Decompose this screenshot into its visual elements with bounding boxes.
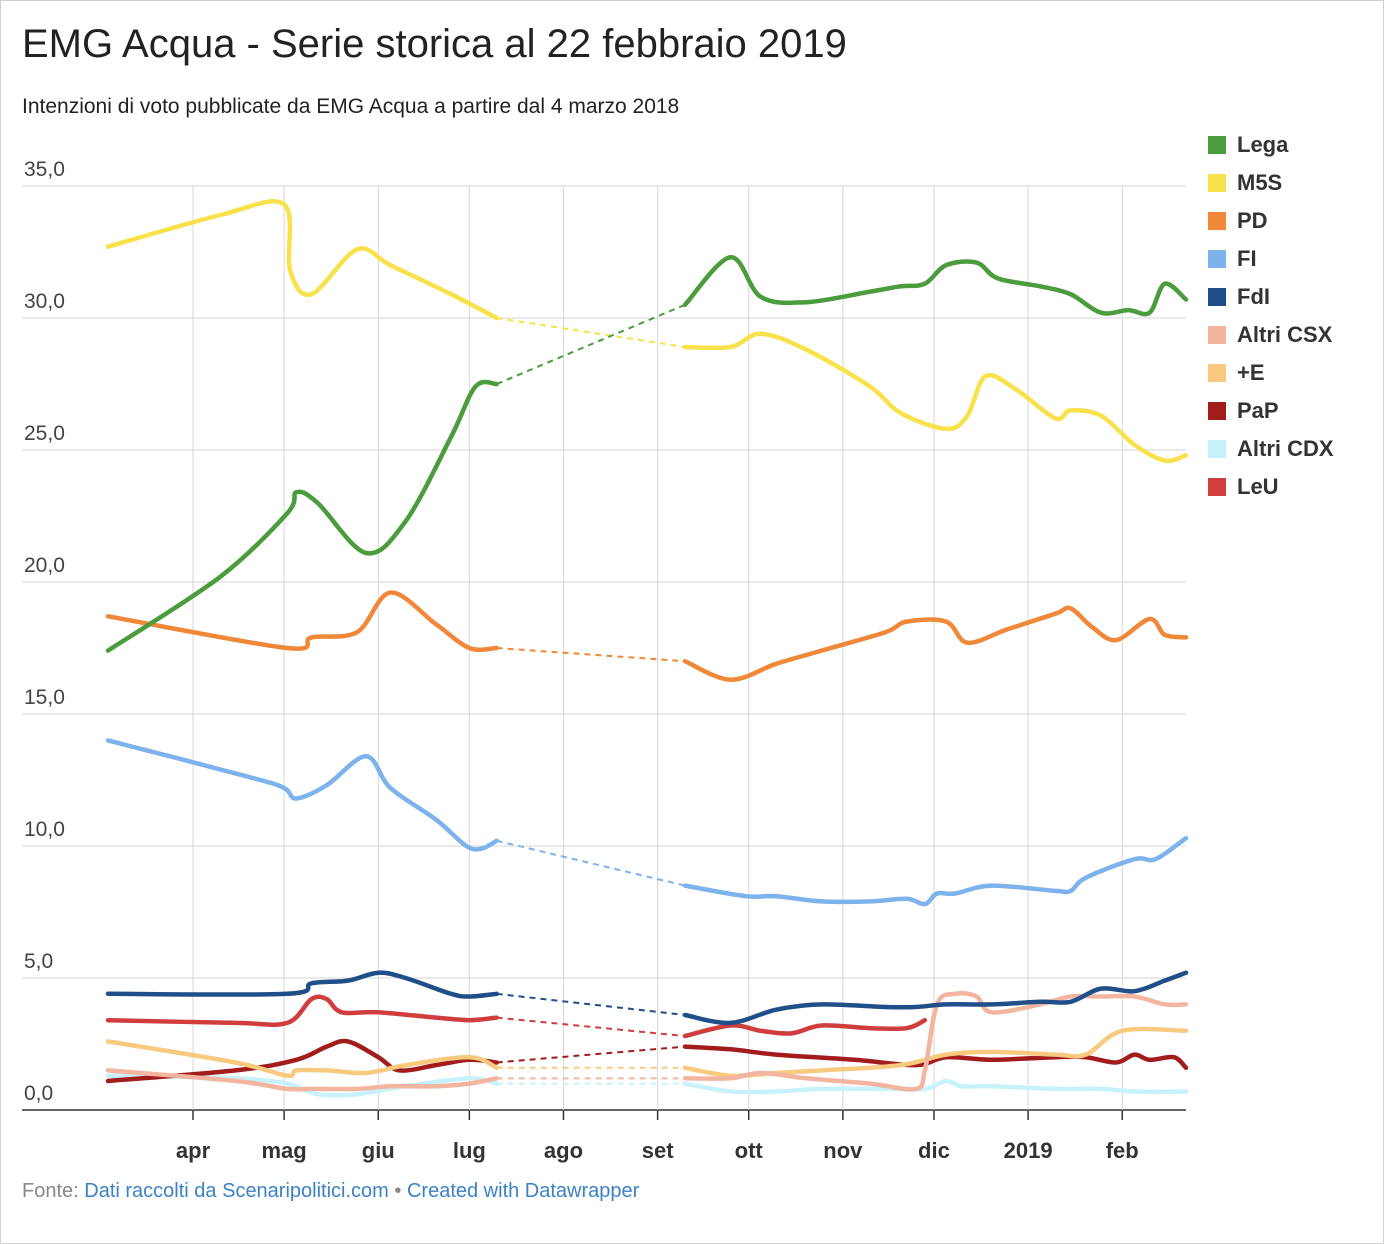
series-lines [105,199,1189,1098]
series-fdi [105,970,1189,1026]
credit-link[interactable]: Created with Datawrapper [406,1180,640,1202]
series-line-fi-autumn[interactable] [682,835,1189,907]
legend-swatch [1208,212,1226,230]
series-line-altri-cdx-spring[interactable] [105,1073,499,1098]
series-line-pap-spring[interactable] [105,1038,499,1084]
series-e [105,1026,1189,1079]
footer-prefix: Fonte: [22,1180,79,1202]
legend-swatch [1208,326,1226,344]
series-line-m5s-spring[interactable] [105,199,499,321]
gap-connector-m5s [496,317,686,349]
legend-label: Altri CDX [1237,436,1334,461]
legend-swatch [1208,136,1226,154]
series-line-leu-spring[interactable] [105,994,499,1027]
source-link[interactable]: Dati raccolti da Scenaripolitici.com [84,1180,389,1202]
grid [22,185,1186,1120]
series-line-altri-cdx-autumn[interactable] [682,1078,1189,1095]
series-line-pap-autumn[interactable] [682,1044,1189,1071]
x-tick-label: lug [453,1138,486,1163]
series-line-fdi-autumn[interactable] [682,970,1189,1026]
legend-item-lega[interactable]: Lega [1208,126,1334,164]
x-tick-label: set [642,1138,674,1163]
series-altri-csx [105,990,1189,1092]
legend-swatch [1208,478,1226,496]
chart-title: EMG Acqua - Serie storica al 22 febbraio… [22,22,847,66]
legend-swatch [1208,364,1226,382]
gap-connector-lega [496,303,686,385]
legend-item-fdi[interactable]: FdI [1208,278,1334,316]
legend-item-m5s[interactable]: M5S [1208,164,1334,202]
series-line-altri-csx-autumn[interactable] [682,990,1189,1092]
legend-label: PD [1237,208,1268,233]
y-tick-label: 5,0 [24,950,53,973]
series-altri-cdx [105,1073,1189,1098]
axes: 0,0 5,0 10,0 15,0 20,0 25,0 30,0 35,0 apr mag giu l… [24,158,1139,1163]
legend-swatch [1208,402,1226,420]
legend-item-altri-csx[interactable]: Altri CSX [1208,316,1334,354]
series-line-lega-spring[interactable] [105,379,499,653]
legend: Lega M5S PD FI FdI Altri CSX +E PaP Altri CDX LeU [1208,126,1334,506]
series-line-fdi-spring[interactable] [105,970,499,999]
series-fi [105,738,1189,907]
footer-separator: • [394,1180,402,1202]
gap-connector-pd [496,647,686,663]
series-line-leu-autumn[interactable] [682,1017,928,1039]
legend-swatch [1208,250,1226,268]
x-tick-label: ago [544,1138,583,1163]
y-tick-label: 25,0 [24,422,65,445]
gap-connector-fi [496,839,686,887]
footer: Fonte: Dati raccolti da Scenaripolitici.… [22,1180,639,1203]
y-tick-label: 10,0 [24,818,65,841]
series-line-pd-autumn[interactable] [682,605,1189,682]
legend-item-pd[interactable]: PD [1208,202,1334,240]
series-line-pd-spring[interactable] [105,590,499,653]
series-line-m5s-autumn[interactable] [682,331,1189,464]
x-tick-label: ott [735,1138,764,1163]
y-tick-label: 20,0 [24,554,65,577]
chart-subtitle: Intenzioni di voto pubblicate da EMG Acq… [22,95,680,118]
legend-swatch [1208,288,1226,306]
legend-item-altri-cdx[interactable]: Altri CDX [1208,430,1334,468]
x-tick-label: apr [176,1138,211,1163]
gap-connector-fdi [496,992,686,1016]
x-tick-label: mag [261,1138,306,1163]
series-pd [105,590,1189,682]
series-leu [105,994,928,1039]
series-line-altri-csx-spring[interactable] [105,1068,499,1092]
series-line-e-spring[interactable] [105,1039,499,1079]
legend-label: Altri CSX [1237,322,1333,347]
x-tick-label: feb [1106,1138,1139,1163]
legend-item-fi[interactable]: FI [1208,240,1334,278]
series-line-fi-spring[interactable] [105,738,499,852]
y-tick-label: 30,0 [24,290,65,313]
legend-item-pap[interactable]: PaP [1208,392,1334,430]
y-tick-label: 0,0 [24,1082,53,1105]
gap-connector-pap [496,1045,686,1064]
legend-item-leu[interactable]: LeU [1208,468,1334,506]
x-tick-label: giu [362,1138,395,1163]
series-line-lega-autumn[interactable] [682,255,1189,317]
series-m5s [105,199,1189,464]
x-tick-label: 2019 [1004,1138,1053,1163]
legend-label: FI [1237,246,1257,271]
legend-label: PaP [1237,398,1279,423]
legend-label: FdI [1237,284,1270,309]
legend-swatch [1208,440,1226,458]
x-tick-label: nov [823,1138,863,1163]
x-tick-label: dic [918,1138,950,1163]
series-pap [105,1038,1189,1084]
series-lega [105,255,1189,653]
y-tick-label: 35,0 [24,158,65,181]
legend-item-e[interactable]: +E [1208,354,1334,392]
legend-label: +E [1237,360,1265,385]
y-tick-label: 15,0 [24,686,65,709]
legend-swatch [1208,174,1226,192]
legend-label: LeU [1237,474,1279,499]
legend-label: M5S [1237,170,1283,195]
gap-connector-leu [496,1016,686,1038]
legend-label: Lega [1237,132,1289,157]
